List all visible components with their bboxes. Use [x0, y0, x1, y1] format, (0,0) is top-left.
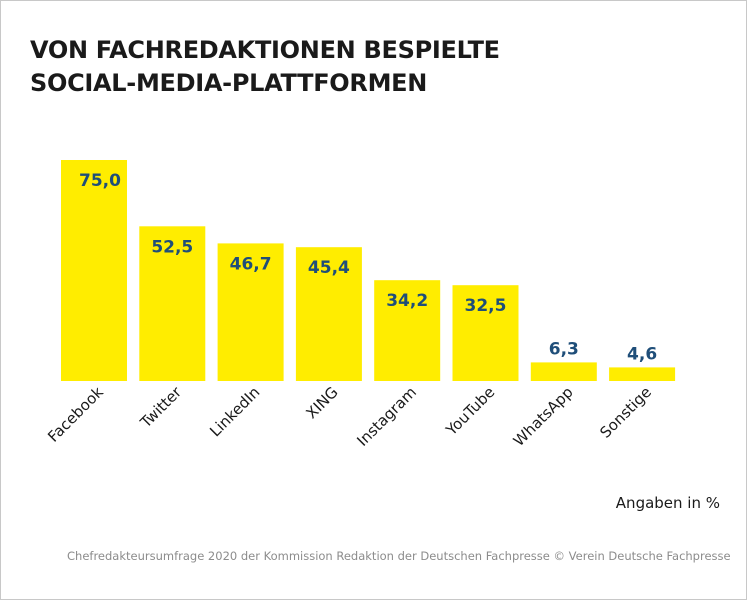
value-label-facebook: 75,0: [79, 171, 121, 191]
category-label-linkedin: LinkedIn: [206, 383, 263, 440]
category-label-youtube: YouTube: [442, 383, 499, 440]
bar-instagram: [374, 280, 441, 381]
category-label-instagram: Instagram: [353, 383, 420, 450]
source-note: Chefredakteursumfrage 2020 der Kommissio…: [67, 549, 731, 563]
bar-sonstige: [609, 367, 676, 381]
category-label-facebook: Facebook: [44, 383, 107, 446]
value-label-youtube: 32,5: [465, 296, 507, 316]
value-label-linkedin: 46,7: [230, 254, 272, 274]
bar-whatsapp: [530, 362, 597, 381]
bar-facebook: [61, 160, 127, 381]
category-label-sonstige: Sonstige: [596, 383, 655, 442]
category-label-whatsapp: WhatsApp: [510, 383, 577, 450]
value-label-twitter: 52,5: [151, 237, 193, 257]
chart-title: VON FACHREDAKTIONEN BESPIELTE SOCIAL-MED…: [30, 34, 500, 100]
category-label-twitter: Twitter: [136, 383, 186, 433]
bar-twitter: [139, 226, 206, 381]
bar-linkedin: [217, 243, 284, 381]
value-label-instagram: 34,2: [386, 291, 428, 311]
value-label-xing: 45,4: [308, 258, 350, 278]
value-label-whatsapp: 6,3: [549, 339, 579, 359]
chart-title-line-2: SOCIAL-MEDIA-PLATTFORMEN: [30, 69, 428, 97]
chart-title-line-1: VON FACHREDAKTIONEN BESPIELTE: [30, 36, 500, 64]
category-label-xing: XING: [302, 383, 341, 422]
value-label-sonstige: 4,6: [627, 344, 657, 364]
unit-note: Angaben in %: [615, 494, 720, 512]
bar-youtube: [452, 285, 519, 381]
bar-xing: [295, 247, 362, 381]
